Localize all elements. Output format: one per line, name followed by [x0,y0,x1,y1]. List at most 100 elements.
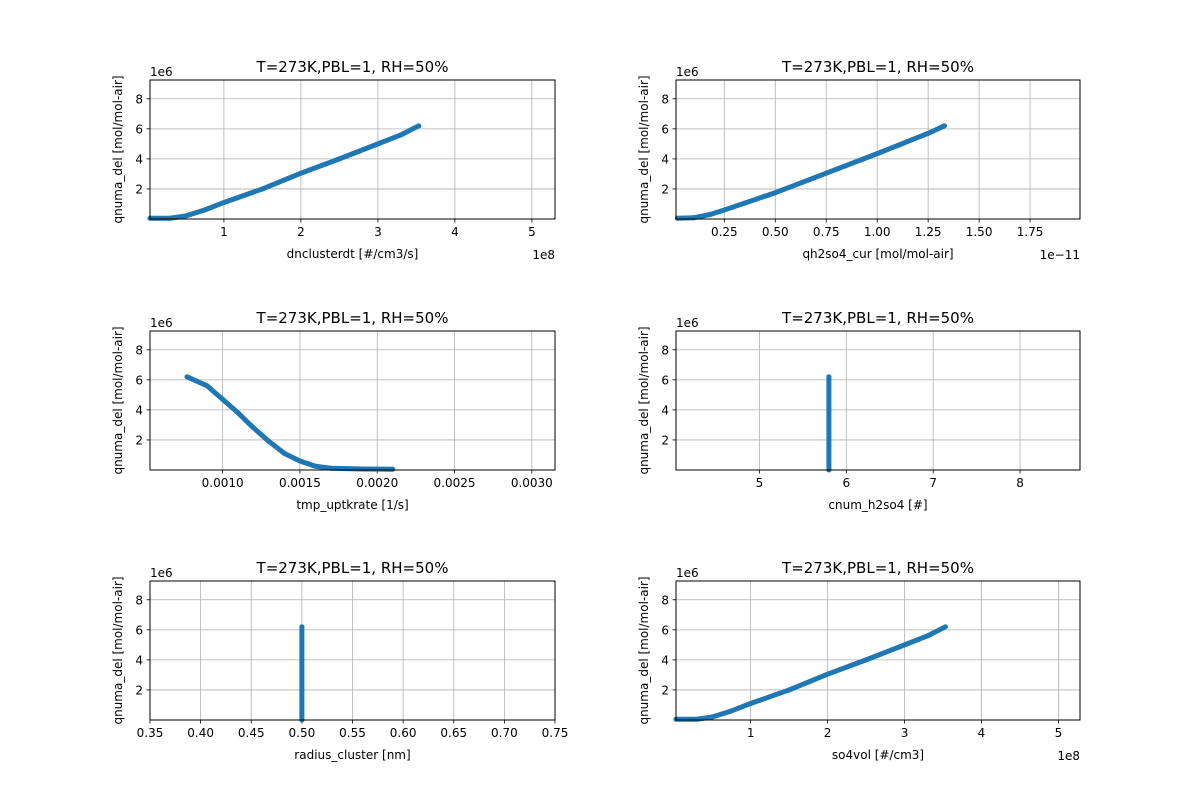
data-point [942,624,948,630]
y-tick-label: 8 [135,593,143,607]
data-point [328,465,334,471]
y-offset-label: 1e6 [676,65,699,79]
subplot-title: T=273K,PBL=1, RH=50% [781,309,974,327]
subplot-4: 5 6 7 8 2 4 6 8 T=273K,PBL=1, RH=50% cnum_h2so4 [… [637,309,1081,512]
data-point [823,170,829,176]
y-tick-label: 2 [135,683,143,697]
data-point [336,156,342,162]
x-axis-label: so4vol [#/cm3] [832,748,924,762]
data-point [281,450,287,456]
data-point [167,215,173,221]
y-tick-label: 6 [661,373,669,387]
x-tick-label: 5 [756,476,764,490]
subplot-title: T=273K,PBL=1, RH=50% [256,309,449,327]
x-tick-label: 0.60 [390,726,417,740]
y-tick-label: 6 [135,623,143,637]
y-tick-label: 4 [661,152,669,166]
data-point [398,132,404,138]
data-point [182,213,188,219]
x-tick-label: 1.00 [864,225,891,239]
data-point [251,425,257,431]
axes-frame [149,79,556,220]
data-point [312,463,318,469]
x-tick-label: 0.0015 [279,476,321,490]
data-point [728,708,734,714]
data-point [297,458,303,464]
data-point [184,374,190,380]
axes-frame [675,330,1081,471]
y-tick-label: 4 [135,653,143,667]
y-axis-label: qnuma_del [mol/mol-air] [111,75,125,223]
x-axis-label: radius_cluster [nm] [294,748,410,762]
data-point [691,215,697,221]
x-tick-label: 3 [901,726,909,740]
x-offset-label: 1e8 [532,248,555,262]
x-tick-label: 4 [451,225,459,239]
x-tick-label: 1 [747,726,755,740]
x-tick-label: 3 [374,225,382,239]
data-point [902,642,908,648]
y-tick-label: 6 [135,122,143,136]
data-point [202,207,208,213]
y-tick-label: 2 [135,182,143,196]
x-tick-label: 0.0030 [511,476,553,490]
data-point [416,123,422,129]
subplot-title: T=273K,PBL=1, RH=50% [781,559,974,577]
data-point [925,130,931,136]
x-tick-label: 0.35 [137,726,164,740]
y-tick-label: 8 [661,92,669,106]
x-tick-label: 4 [978,726,986,740]
subplot-2: 0.25 0.50 0.75 1.00 1.25 1.50 1.75 2 4 6 8 T=273K,P… [637,58,1081,262]
x-tick-label: 0.55 [339,726,366,740]
y-tick-label: 2 [661,433,669,447]
y-tick-label: 8 [135,343,143,357]
x-tick-label: 0.0010 [202,476,244,490]
y-tick-label: 4 [135,403,143,417]
subplot-3: 0.0010 0.0015 0.0020 0.0025 0.0030 2 4 6 8 T=273K… [111,309,556,512]
y-tick-label: 8 [661,343,669,357]
data-point [299,687,305,693]
y-tick-label: 8 [135,92,143,106]
data-point [826,407,832,413]
y-tick-label: 6 [661,623,669,637]
x-tick-label: 8 [1016,476,1024,490]
x-tick-label: 0.25 [711,225,738,239]
x-tick-label: 0.50 [762,225,789,239]
data-point [259,186,265,192]
y-tick-label: 4 [135,152,143,166]
x-tick-label: 0.40 [187,726,214,740]
x-offset-label: 1e−11 [1040,248,1080,262]
data-series [184,374,396,472]
subplot-title: T=273K,PBL=1, RH=50% [256,559,449,577]
data-point [204,383,210,389]
data-point [299,657,305,663]
y-axis-label: qnuma_del [mol/mol-air] [637,75,651,223]
subplot-6: 1 2 3 4 5 2 4 6 8 T=273K,PBL=1, RH=50% so4vol [#/c… [637,559,1081,763]
data-point [375,141,381,147]
y-offset-label: 1e6 [676,566,699,580]
data-point [748,700,754,706]
data-point [941,123,947,129]
y-tick-label: 4 [661,403,669,417]
axes-frame [675,580,1081,721]
y-tick-label: 6 [661,122,669,136]
data-series [147,123,422,221]
subplot-title: T=273K,PBL=1, RH=50% [256,58,449,76]
y-tick-label: 2 [661,683,669,697]
y-axis-label: qnuma_del [mol/mol-air] [111,576,125,724]
y-tick-label: 2 [135,433,143,447]
subplot-title: T=273K,PBL=1, RH=50% [781,58,974,76]
y-offset-label: 1e6 [150,566,173,580]
axes-frame [675,79,1081,220]
x-tick-label: 0.45 [238,726,265,740]
axes-frame [149,330,556,471]
y-offset-label: 1e6 [150,316,173,330]
data-point [863,657,869,663]
x-tick-label: 0.0020 [356,476,398,490]
x-tick-label: 0.65 [440,726,467,740]
data-point [772,190,778,196]
x-axis-label: tmp_uptkrate [1/s] [296,498,408,512]
y-axis-label: qnuma_del [mol/mol-air] [111,326,125,474]
x-tick-label: 0.70 [491,726,518,740]
